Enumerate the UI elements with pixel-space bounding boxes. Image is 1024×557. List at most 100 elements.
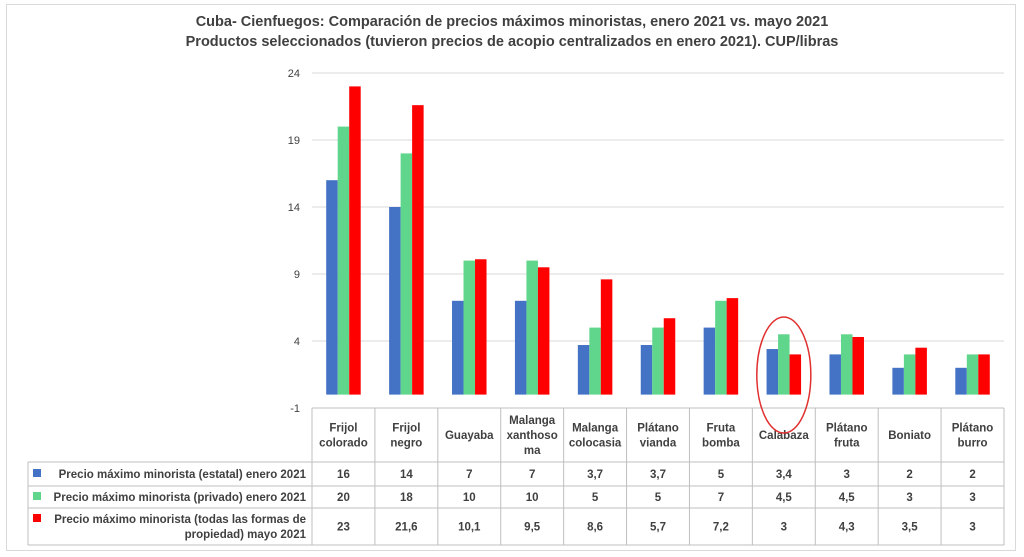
- table-cell-value: 14: [400, 469, 413, 481]
- bar: [892, 367, 904, 395]
- y-axis-ticks: 24 19 14 9 4 -1: [288, 68, 300, 415]
- bar: [789, 354, 802, 395]
- category-label: Plátano: [826, 423, 868, 435]
- bar: [852, 336, 864, 395]
- category-label: colorado: [319, 438, 368, 450]
- legend-label: propiedad) mayo 2021: [185, 529, 307, 541]
- category-label: fruta: [834, 438, 860, 450]
- legend-key: [33, 514, 41, 522]
- bar: [966, 354, 979, 395]
- bar: [349, 86, 361, 395]
- bar: [526, 260, 538, 395]
- bar: [589, 327, 601, 395]
- bar: [389, 207, 401, 395]
- legend-label: Precio máximo minorista (estatal) enero …: [59, 469, 307, 481]
- table-cell-value: 2: [969, 469, 975, 481]
- y-tick-label: 14: [288, 202, 300, 214]
- category-label: negro: [390, 438, 422, 450]
- category-label: Frijol: [329, 423, 357, 435]
- bar: [537, 267, 550, 395]
- table-cell-value: 21,6: [395, 522, 417, 534]
- table-cell-value: 3,4: [776, 469, 793, 481]
- bar: [978, 354, 990, 395]
- table-cell-value: 16: [337, 469, 350, 481]
- chart-title: Cuba- Cienfuegos: Comparación de precios…: [186, 14, 839, 50]
- category-label: burro: [958, 438, 988, 450]
- table-cell-value: 20: [337, 492, 350, 504]
- category-label: bomba: [702, 438, 740, 450]
- bar: [600, 279, 613, 395]
- bar: [955, 367, 967, 395]
- table-cell-value: 5: [655, 492, 662, 504]
- legend-key: [33, 469, 41, 477]
- category-label: Plátano: [952, 423, 994, 435]
- category-label: Calabaza: [759, 430, 809, 442]
- bar: [715, 300, 727, 395]
- bar: [412, 105, 424, 395]
- table-cell-value: 3: [969, 522, 975, 534]
- bar: [463, 260, 476, 395]
- legend-label: Precio máximo minorista (privado) enero …: [54, 492, 307, 504]
- category-label: colocasia: [569, 438, 622, 450]
- category-label: Plátano: [637, 423, 679, 435]
- bars: [326, 86, 990, 395]
- bar: [400, 153, 413, 395]
- bar: [514, 300, 527, 395]
- bar: [452, 300, 464, 395]
- bar: [903, 354, 916, 395]
- table-cell-value: 10,1: [458, 522, 481, 534]
- bar: [829, 354, 841, 395]
- table-cell-value: 9,5: [524, 522, 541, 534]
- bar: [778, 334, 790, 395]
- category-label: Fruta: [707, 423, 736, 435]
- chart-title-line: Productos seleccionados (tuvieron precio…: [186, 34, 839, 50]
- y-tick-label: -1: [290, 403, 300, 415]
- table-cell-value: 2: [906, 469, 912, 481]
- table-cell-value: 7: [718, 492, 724, 504]
- table-cell-value: 5,7: [650, 522, 666, 534]
- table-cell-value: 5: [718, 469, 725, 481]
- chart-frame: [6, 4, 1016, 551]
- bar: [915, 347, 927, 395]
- category-label: vianda: [640, 438, 677, 450]
- y-tick-label: 19: [288, 135, 300, 147]
- table-cell-value: 18: [400, 492, 413, 504]
- annotation: [756, 316, 812, 434]
- y-tick-label: 4: [294, 336, 300, 348]
- y-tick-label: 24: [288, 68, 300, 80]
- table-cell-value: 5: [592, 492, 599, 504]
- table-cell-value: 3: [844, 469, 850, 481]
- table-cell-value: 10: [463, 492, 476, 504]
- table-cell-value: 3: [906, 492, 912, 504]
- bar: [326, 180, 338, 395]
- highlight-ellipse: [756, 316, 812, 434]
- bar: [577, 345, 590, 395]
- table-cell-value: 3: [781, 522, 787, 534]
- table-cell-value: 7,2: [713, 522, 729, 534]
- y-tick-label: 9: [294, 269, 300, 281]
- table-cell-value: 10: [526, 492, 539, 504]
- bar: [766, 349, 779, 395]
- table-cell-value: 3,5: [902, 522, 919, 534]
- bar: [337, 126, 350, 395]
- category-label: Frijol: [392, 423, 420, 435]
- legend-label: Precio máximo minorista (todas las forma…: [54, 514, 306, 526]
- table-cell-value: 7: [529, 469, 535, 481]
- table-cell-value: 7: [466, 469, 472, 481]
- table-cell-value: 23: [337, 522, 350, 534]
- legend-key: [33, 492, 41, 500]
- table-cell-value: 8,6: [587, 522, 603, 534]
- bar: [840, 334, 853, 395]
- category-label: Guayaba: [445, 430, 494, 442]
- category-label: ma: [524, 445, 541, 457]
- category-label: xanthoso: [507, 430, 558, 442]
- table-cell-value: 4,3: [839, 522, 855, 534]
- bar: [640, 345, 653, 395]
- table-cell-value: 3: [969, 492, 975, 504]
- bar: [703, 327, 716, 395]
- chart-title-line: Cuba- Cienfuegos: Comparación de precios…: [196, 14, 829, 30]
- data-table: Frijol colorado Frijol negro Guayaba Malanga x…: [27, 407, 1005, 546]
- table-cell-value: 4,5: [776, 492, 793, 504]
- table-cell-value: 3,7: [587, 469, 603, 481]
